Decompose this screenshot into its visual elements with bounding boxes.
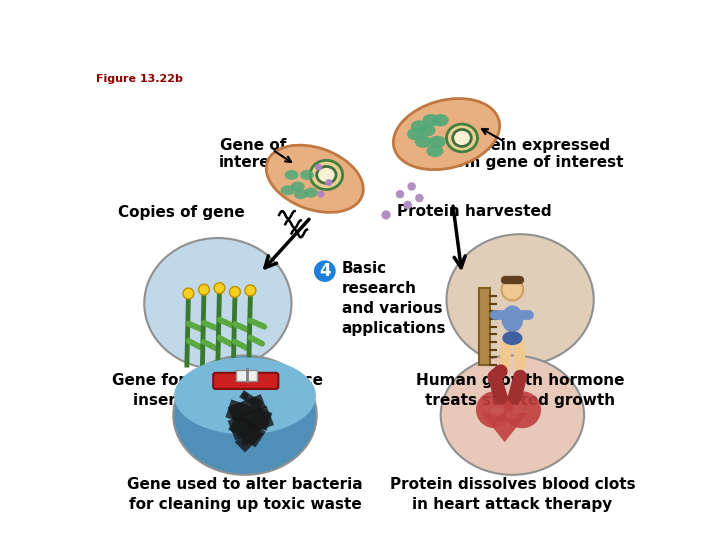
Circle shape <box>325 179 332 186</box>
Circle shape <box>234 420 248 434</box>
Ellipse shape <box>266 145 364 212</box>
Text: Human growth hormone
treats stunted growth: Human growth hormone treats stunted grow… <box>416 373 624 408</box>
Polygon shape <box>482 413 528 442</box>
Text: Protein dissolves blood clots
in heart attack therapy: Protein dissolves blood clots in heart a… <box>390 477 635 511</box>
Ellipse shape <box>310 160 343 190</box>
Circle shape <box>382 210 391 220</box>
Ellipse shape <box>490 407 504 416</box>
Circle shape <box>241 438 249 446</box>
Ellipse shape <box>144 238 292 369</box>
Ellipse shape <box>407 128 424 140</box>
Circle shape <box>408 182 416 191</box>
Text: Gene for pest resistance
inserted into plants: Gene for pest resistance inserted into p… <box>112 373 323 408</box>
Bar <box>479 288 490 365</box>
Ellipse shape <box>304 187 318 198</box>
Ellipse shape <box>284 170 299 180</box>
Ellipse shape <box>411 120 428 132</box>
Ellipse shape <box>291 181 305 192</box>
Circle shape <box>248 429 258 440</box>
Ellipse shape <box>502 306 523 333</box>
Circle shape <box>230 404 244 418</box>
Ellipse shape <box>426 145 444 157</box>
Ellipse shape <box>300 170 314 180</box>
Bar <box>235 370 258 381</box>
Ellipse shape <box>294 189 307 199</box>
Circle shape <box>245 285 256 296</box>
Ellipse shape <box>505 410 519 420</box>
Circle shape <box>199 284 210 295</box>
Text: Protein harvested: Protein harvested <box>397 204 552 219</box>
Ellipse shape <box>441 355 584 475</box>
Ellipse shape <box>446 234 594 365</box>
Text: Protein expressed
from gene of interest: Protein expressed from gene of interest <box>440 138 624 170</box>
Ellipse shape <box>503 331 523 345</box>
Ellipse shape <box>281 185 294 195</box>
Ellipse shape <box>428 136 446 148</box>
Ellipse shape <box>418 124 436 137</box>
Circle shape <box>502 279 523 300</box>
Text: Basic
research
and various
applications: Basic research and various applications <box>342 261 446 335</box>
Text: Gene of
interest: Gene of interest <box>219 138 287 170</box>
Circle shape <box>314 260 336 282</box>
Circle shape <box>315 164 322 171</box>
Circle shape <box>504 392 541 428</box>
Circle shape <box>396 190 404 198</box>
Circle shape <box>253 411 269 427</box>
Ellipse shape <box>432 114 449 126</box>
Circle shape <box>403 201 412 209</box>
Ellipse shape <box>174 357 316 434</box>
Circle shape <box>415 194 423 202</box>
Text: Gene used to alter bacteria
for cleaning up toxic waste: Gene used to alter bacteria for cleaning… <box>127 477 363 511</box>
Circle shape <box>183 288 194 299</box>
Circle shape <box>214 283 225 294</box>
Ellipse shape <box>415 136 432 148</box>
Circle shape <box>318 191 325 198</box>
Text: Figure 13.22b: Figure 13.22b <box>96 74 183 84</box>
Text: 4: 4 <box>319 262 330 280</box>
Circle shape <box>230 287 240 298</box>
Circle shape <box>242 393 248 399</box>
Circle shape <box>476 392 513 428</box>
Text: Copies of gene: Copies of gene <box>118 205 245 220</box>
Circle shape <box>251 398 262 409</box>
FancyBboxPatch shape <box>213 373 279 389</box>
Ellipse shape <box>495 421 509 430</box>
Ellipse shape <box>317 166 336 184</box>
Ellipse shape <box>453 130 472 146</box>
Ellipse shape <box>174 355 317 475</box>
Ellipse shape <box>393 98 500 170</box>
Ellipse shape <box>423 114 439 126</box>
Ellipse shape <box>446 124 477 152</box>
